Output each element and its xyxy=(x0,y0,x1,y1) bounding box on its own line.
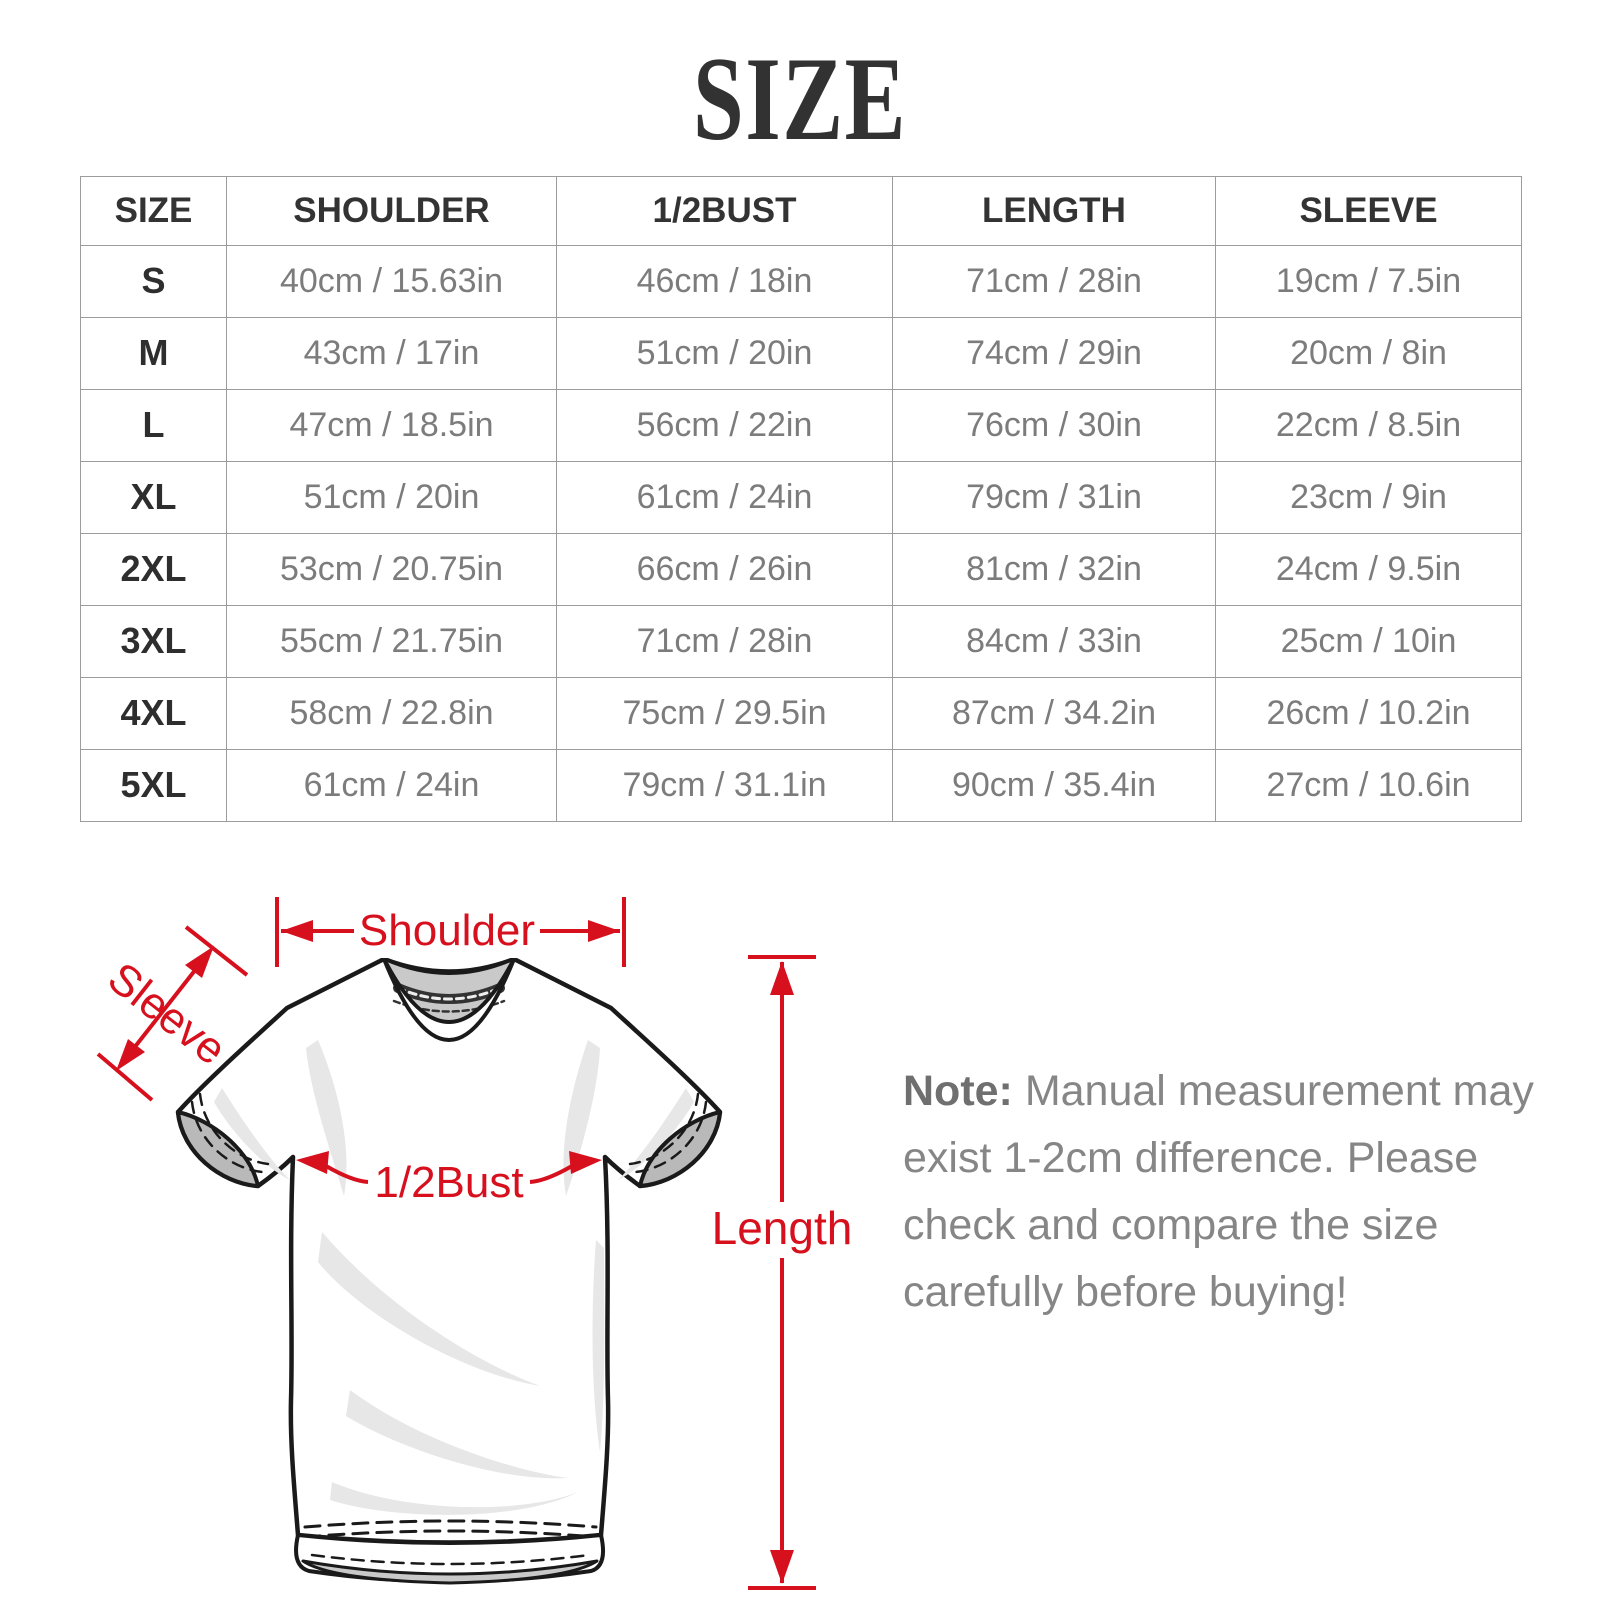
cell-size: 2XL xyxy=(80,532,227,606)
sleeve-label: Sleeve xyxy=(99,953,235,1074)
collar-band xyxy=(382,957,516,1042)
cell-size: 3XL xyxy=(80,604,227,678)
right-cuff-stitch xyxy=(628,1092,700,1166)
shoulder-annotation: Shoulder xyxy=(275,897,626,967)
table-row: XL 51cm / 20in 61cm / 24in 79cm / 31in 2… xyxy=(80,460,1522,534)
note-line: carefully before buying! xyxy=(903,1268,1348,1316)
col-header-sleeve: SLEEVE xyxy=(1215,176,1522,246)
table-row: L 47cm / 18.5in 56cm / 22in 76cm / 30in … xyxy=(80,388,1522,462)
cell-size: S xyxy=(80,244,227,318)
cell-length: 76cm / 30in xyxy=(892,388,1216,462)
tshirt-drawing xyxy=(175,956,723,1585)
hem-stitch xyxy=(303,1519,598,1529)
cell-length: 90cm / 35.4in xyxy=(892,748,1216,823)
cell-shoulder: 55cm / 21.75in xyxy=(226,604,557,678)
collar-rib-texture xyxy=(396,986,502,1001)
cell-sleeve: 19cm / 7.5in xyxy=(1215,244,1522,318)
length-label: Length xyxy=(712,1202,853,1254)
hem-band-lip xyxy=(301,1559,599,1585)
cell-length: 81cm / 32in xyxy=(892,532,1216,606)
right-cuff xyxy=(638,1110,722,1188)
table-row: S 40cm / 15.63in 46cm / 18in 71cm / 28in… xyxy=(80,244,1522,318)
shoulder-label: Shoulder xyxy=(359,906,535,955)
left-cuff-stitch xyxy=(190,1100,264,1174)
hem-band-stitch xyxy=(310,1553,591,1566)
cell-shoulder: 43cm / 17in xyxy=(226,316,557,390)
cell-length: 71cm / 28in xyxy=(892,244,1216,318)
cell-size: 4XL xyxy=(80,676,227,750)
col-header-size: SIZE xyxy=(80,176,227,246)
cell-halfbust: 75cm / 29.5in xyxy=(556,676,893,750)
cell-size: 5XL xyxy=(80,748,227,823)
table-row: 3XL 55cm / 21.75in 71cm / 28in 84cm / 33… xyxy=(80,604,1522,678)
col-header-length: LENGTH xyxy=(892,176,1216,246)
tshirt-measurement-diagram: Shoulder Sleeve 1/2Bust xyxy=(96,897,853,1590)
cell-sleeve: 24cm / 9.5in xyxy=(1215,532,1522,606)
cell-shoulder: 40cm / 15.63in xyxy=(226,244,557,318)
half-bust-annotation: 1/2Bust xyxy=(296,1151,602,1207)
cell-size: L xyxy=(80,388,227,462)
page-title: SIZE xyxy=(693,32,907,165)
cell-halfbust: 61cm / 24in xyxy=(556,460,893,534)
cell-shoulder: 51cm / 20in xyxy=(226,460,557,534)
cell-halfbust: 56cm / 22in xyxy=(556,388,893,462)
cell-shoulder: 61cm / 24in xyxy=(226,748,557,823)
cell-sleeve: 23cm / 9in xyxy=(1215,460,1522,534)
cell-length: 74cm / 29in xyxy=(892,316,1216,390)
table-row: M 43cm / 17in 51cm / 20in 74cm / 29in 20… xyxy=(80,316,1522,390)
note-label: Note: xyxy=(903,1067,1013,1115)
cell-size: M xyxy=(80,316,227,390)
col-header-shoulder: SHOULDER xyxy=(226,176,557,246)
cell-halfbust: 71cm / 28in xyxy=(556,604,893,678)
cell-length: 87cm / 34.2in xyxy=(892,676,1216,750)
table-header-row: SIZE SHOULDER 1/2BUST LENGTH SLEEVE xyxy=(80,176,1522,246)
cell-shoulder: 47cm / 18.5in xyxy=(226,388,557,462)
table-row: 5XL 61cm / 24in 79cm / 31.1in 90cm / 35.… xyxy=(80,748,1522,823)
note-text: Note: Manual measurement may exist 1-2cm… xyxy=(903,1058,1543,1326)
half-bust-label: 1/2Bust xyxy=(374,1158,523,1207)
length-annotation: Length xyxy=(712,955,853,1590)
table-row: 2XL 53cm / 20.75in 66cm / 26in 81cm / 32… xyxy=(80,532,1522,606)
cell-length: 84cm / 33in xyxy=(892,604,1216,678)
cell-sleeve: 22cm / 8.5in xyxy=(1215,388,1522,462)
left-cuff-stitch xyxy=(198,1092,270,1166)
note-line: check and compare the size xyxy=(903,1201,1439,1249)
cell-size: XL xyxy=(80,460,227,534)
note-line: exist 1-2cm difference. Please xyxy=(903,1134,1479,1182)
col-header-halfbust: 1/2BUST xyxy=(556,176,893,246)
cell-shoulder: 58cm / 22.8in xyxy=(226,676,557,750)
cell-halfbust: 51cm / 20in xyxy=(556,316,893,390)
cell-halfbust: 79cm / 31.1in xyxy=(556,748,893,823)
hem-stitch xyxy=(303,1529,598,1539)
cell-shoulder: 53cm / 20.75in xyxy=(226,532,557,606)
cell-sleeve: 26cm / 10.2in xyxy=(1215,676,1522,750)
table-row: 4XL 58cm / 22.8in 75cm / 29.5in 87cm / 3… xyxy=(80,676,1522,750)
cell-length: 79cm / 31in xyxy=(892,460,1216,534)
cell-sleeve: 27cm / 10.6in xyxy=(1215,748,1522,823)
note-line: Note: Manual measurement may xyxy=(903,1058,1543,1125)
cell-sleeve: 20cm / 8in xyxy=(1215,316,1522,390)
size-table: SIZE SHOULDER 1/2BUST LENGTH SLEEVE S 40… xyxy=(80,176,1522,823)
cell-sleeve: 25cm / 10in xyxy=(1215,604,1522,678)
right-cuff-stitch xyxy=(634,1100,708,1174)
note-line-text: Manual measurement may xyxy=(1024,1067,1534,1115)
cell-halfbust: 66cm / 26in xyxy=(556,532,893,606)
left-cuff xyxy=(176,1110,260,1188)
cell-halfbust: 46cm / 18in xyxy=(556,244,893,318)
